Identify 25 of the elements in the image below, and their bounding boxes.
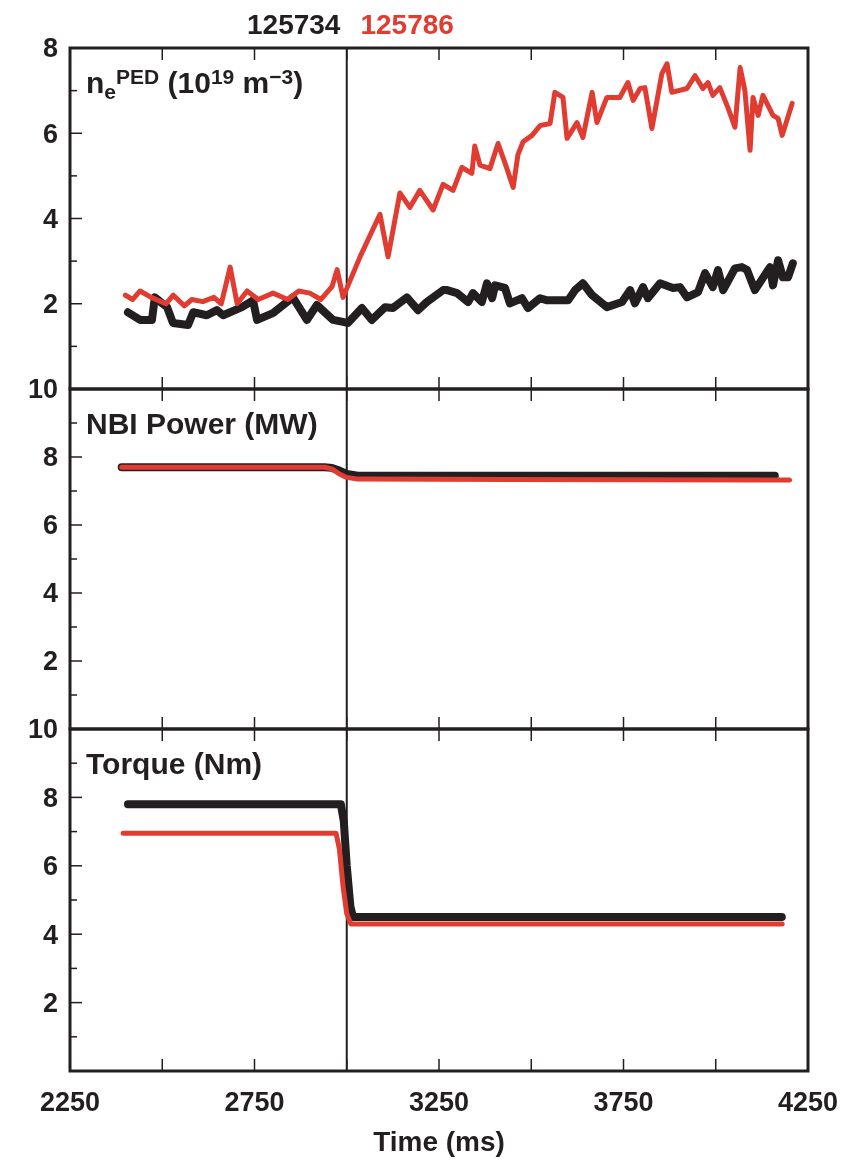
y-tick-label: 8: [42, 33, 58, 64]
y-tick-label: 10: [27, 374, 58, 405]
x-tick-label: 2750: [224, 1087, 285, 1117]
x-tick-label: 3750: [593, 1087, 654, 1117]
x-tick-label: 2250: [39, 1087, 101, 1117]
y-tick-label: 8: [42, 442, 58, 473]
x-tick-label: 3250: [408, 1087, 470, 1117]
y-tick-label: 10: [27, 714, 58, 745]
y-tick-label: 6: [42, 118, 58, 149]
x-axis-title: Time (ms): [373, 1126, 505, 1157]
y-tick-label: 2: [42, 646, 58, 677]
y-tick-label: 6: [42, 510, 58, 541]
y-tick-label: 6: [42, 851, 58, 882]
text: 125734: [247, 9, 341, 40]
y-tick-label: 4: [42, 919, 58, 950]
text: Torque (Nm): [86, 747, 263, 780]
text: NBI Power (MW): [86, 407, 318, 440]
y-tick-label: 4: [42, 578, 58, 609]
y-tick-label: 2: [42, 988, 58, 1019]
y-tick-label: 4: [42, 203, 58, 234]
text: 125786: [360, 9, 454, 40]
text: n$_{e}$$^{PED}$ (10$^{19}$ m$^{−3}$): [86, 64, 304, 104]
y-tick-label: 2: [42, 289, 58, 320]
x-tick-label: 4250: [777, 1087, 839, 1117]
y-tick-label: 8: [42, 782, 58, 813]
